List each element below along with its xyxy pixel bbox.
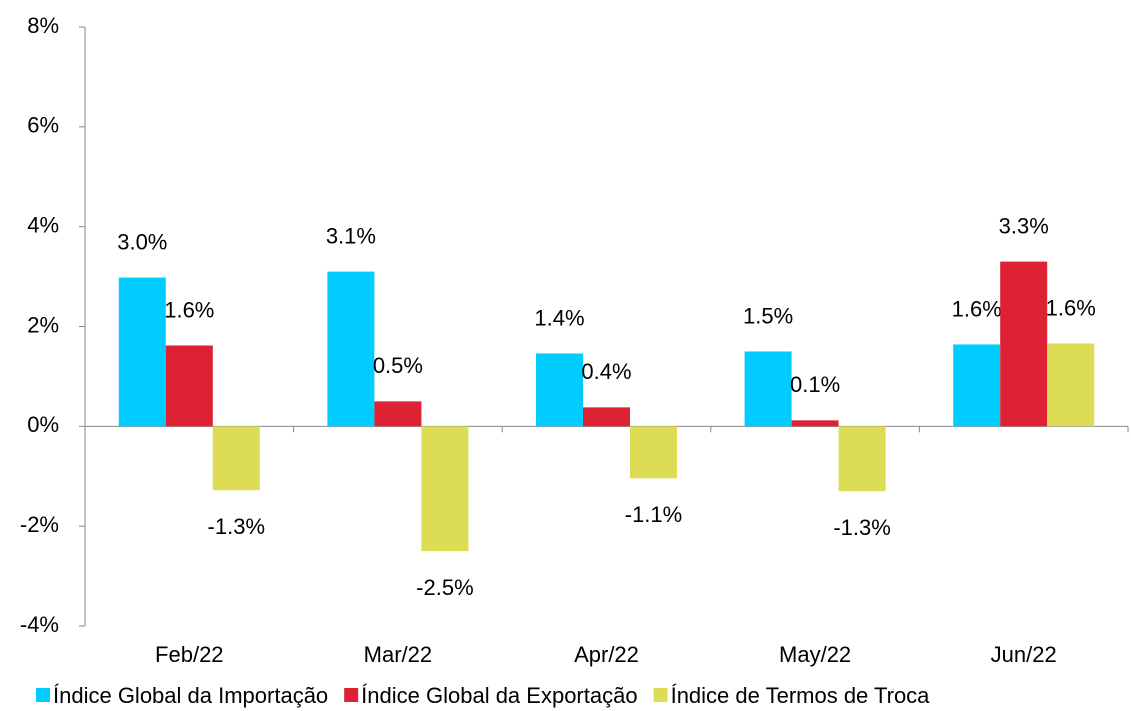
- y-tick-label: 0%: [27, 412, 59, 437]
- bar: [165, 345, 213, 427]
- value-label: 3.0%: [117, 229, 167, 254]
- bar: [744, 351, 792, 427]
- y-tick-label: 4%: [27, 212, 59, 237]
- x-tick-label: Jun/22: [991, 642, 1057, 667]
- bar: [1047, 343, 1095, 427]
- value-label: -2.5%: [416, 575, 473, 600]
- x-tick-label: Feb/22: [155, 642, 224, 667]
- value-label: 1.6%: [952, 296, 1002, 321]
- legend-label: Índice Global da Importação: [53, 683, 328, 708]
- value-label: 0.1%: [790, 372, 840, 397]
- bar: [374, 401, 422, 427]
- y-tick-label: 6%: [27, 113, 59, 138]
- bar: [421, 426, 469, 552]
- legend-swatch: [344, 688, 359, 702]
- legend-label: Índice de Termos de Troca: [671, 683, 931, 708]
- value-label: 3.3%: [999, 213, 1049, 238]
- y-tick-label: 8%: [27, 13, 59, 38]
- value-label: 0.4%: [581, 359, 631, 384]
- y-tick-label: -4%: [20, 612, 59, 637]
- bar: [1000, 261, 1048, 427]
- value-label: -1.3%: [208, 514, 265, 539]
- bar: [583, 407, 630, 427]
- x-tick-label: Mar/22: [364, 642, 432, 667]
- bar: [630, 426, 677, 479]
- value-label: 0.5%: [373, 353, 423, 378]
- bar: [536, 353, 583, 427]
- value-label: 1.6%: [164, 297, 214, 322]
- y-tick-label: -2%: [20, 512, 59, 537]
- x-tick-label: Apr/22: [574, 642, 639, 667]
- bar: [953, 344, 1001, 427]
- legend-swatch: [36, 688, 50, 702]
- legend-swatch: [653, 688, 668, 702]
- y-tick-label: 2%: [27, 312, 59, 337]
- value-label: -1.3%: [833, 515, 890, 540]
- value-label: -1.1%: [625, 502, 682, 527]
- bar: [327, 271, 375, 427]
- value-label: 1.4%: [534, 305, 584, 330]
- bar: [118, 277, 166, 427]
- x-tick-label: May/22: [779, 642, 851, 667]
- legend-label: Índice Global da Exportação: [361, 683, 637, 708]
- value-label: 3.1%: [326, 223, 376, 248]
- value-label: 1.6%: [1046, 295, 1096, 320]
- value-label: 1.5%: [743, 303, 793, 328]
- bar: [212, 426, 260, 491]
- bar: [838, 426, 886, 492]
- bar: [791, 420, 839, 427]
